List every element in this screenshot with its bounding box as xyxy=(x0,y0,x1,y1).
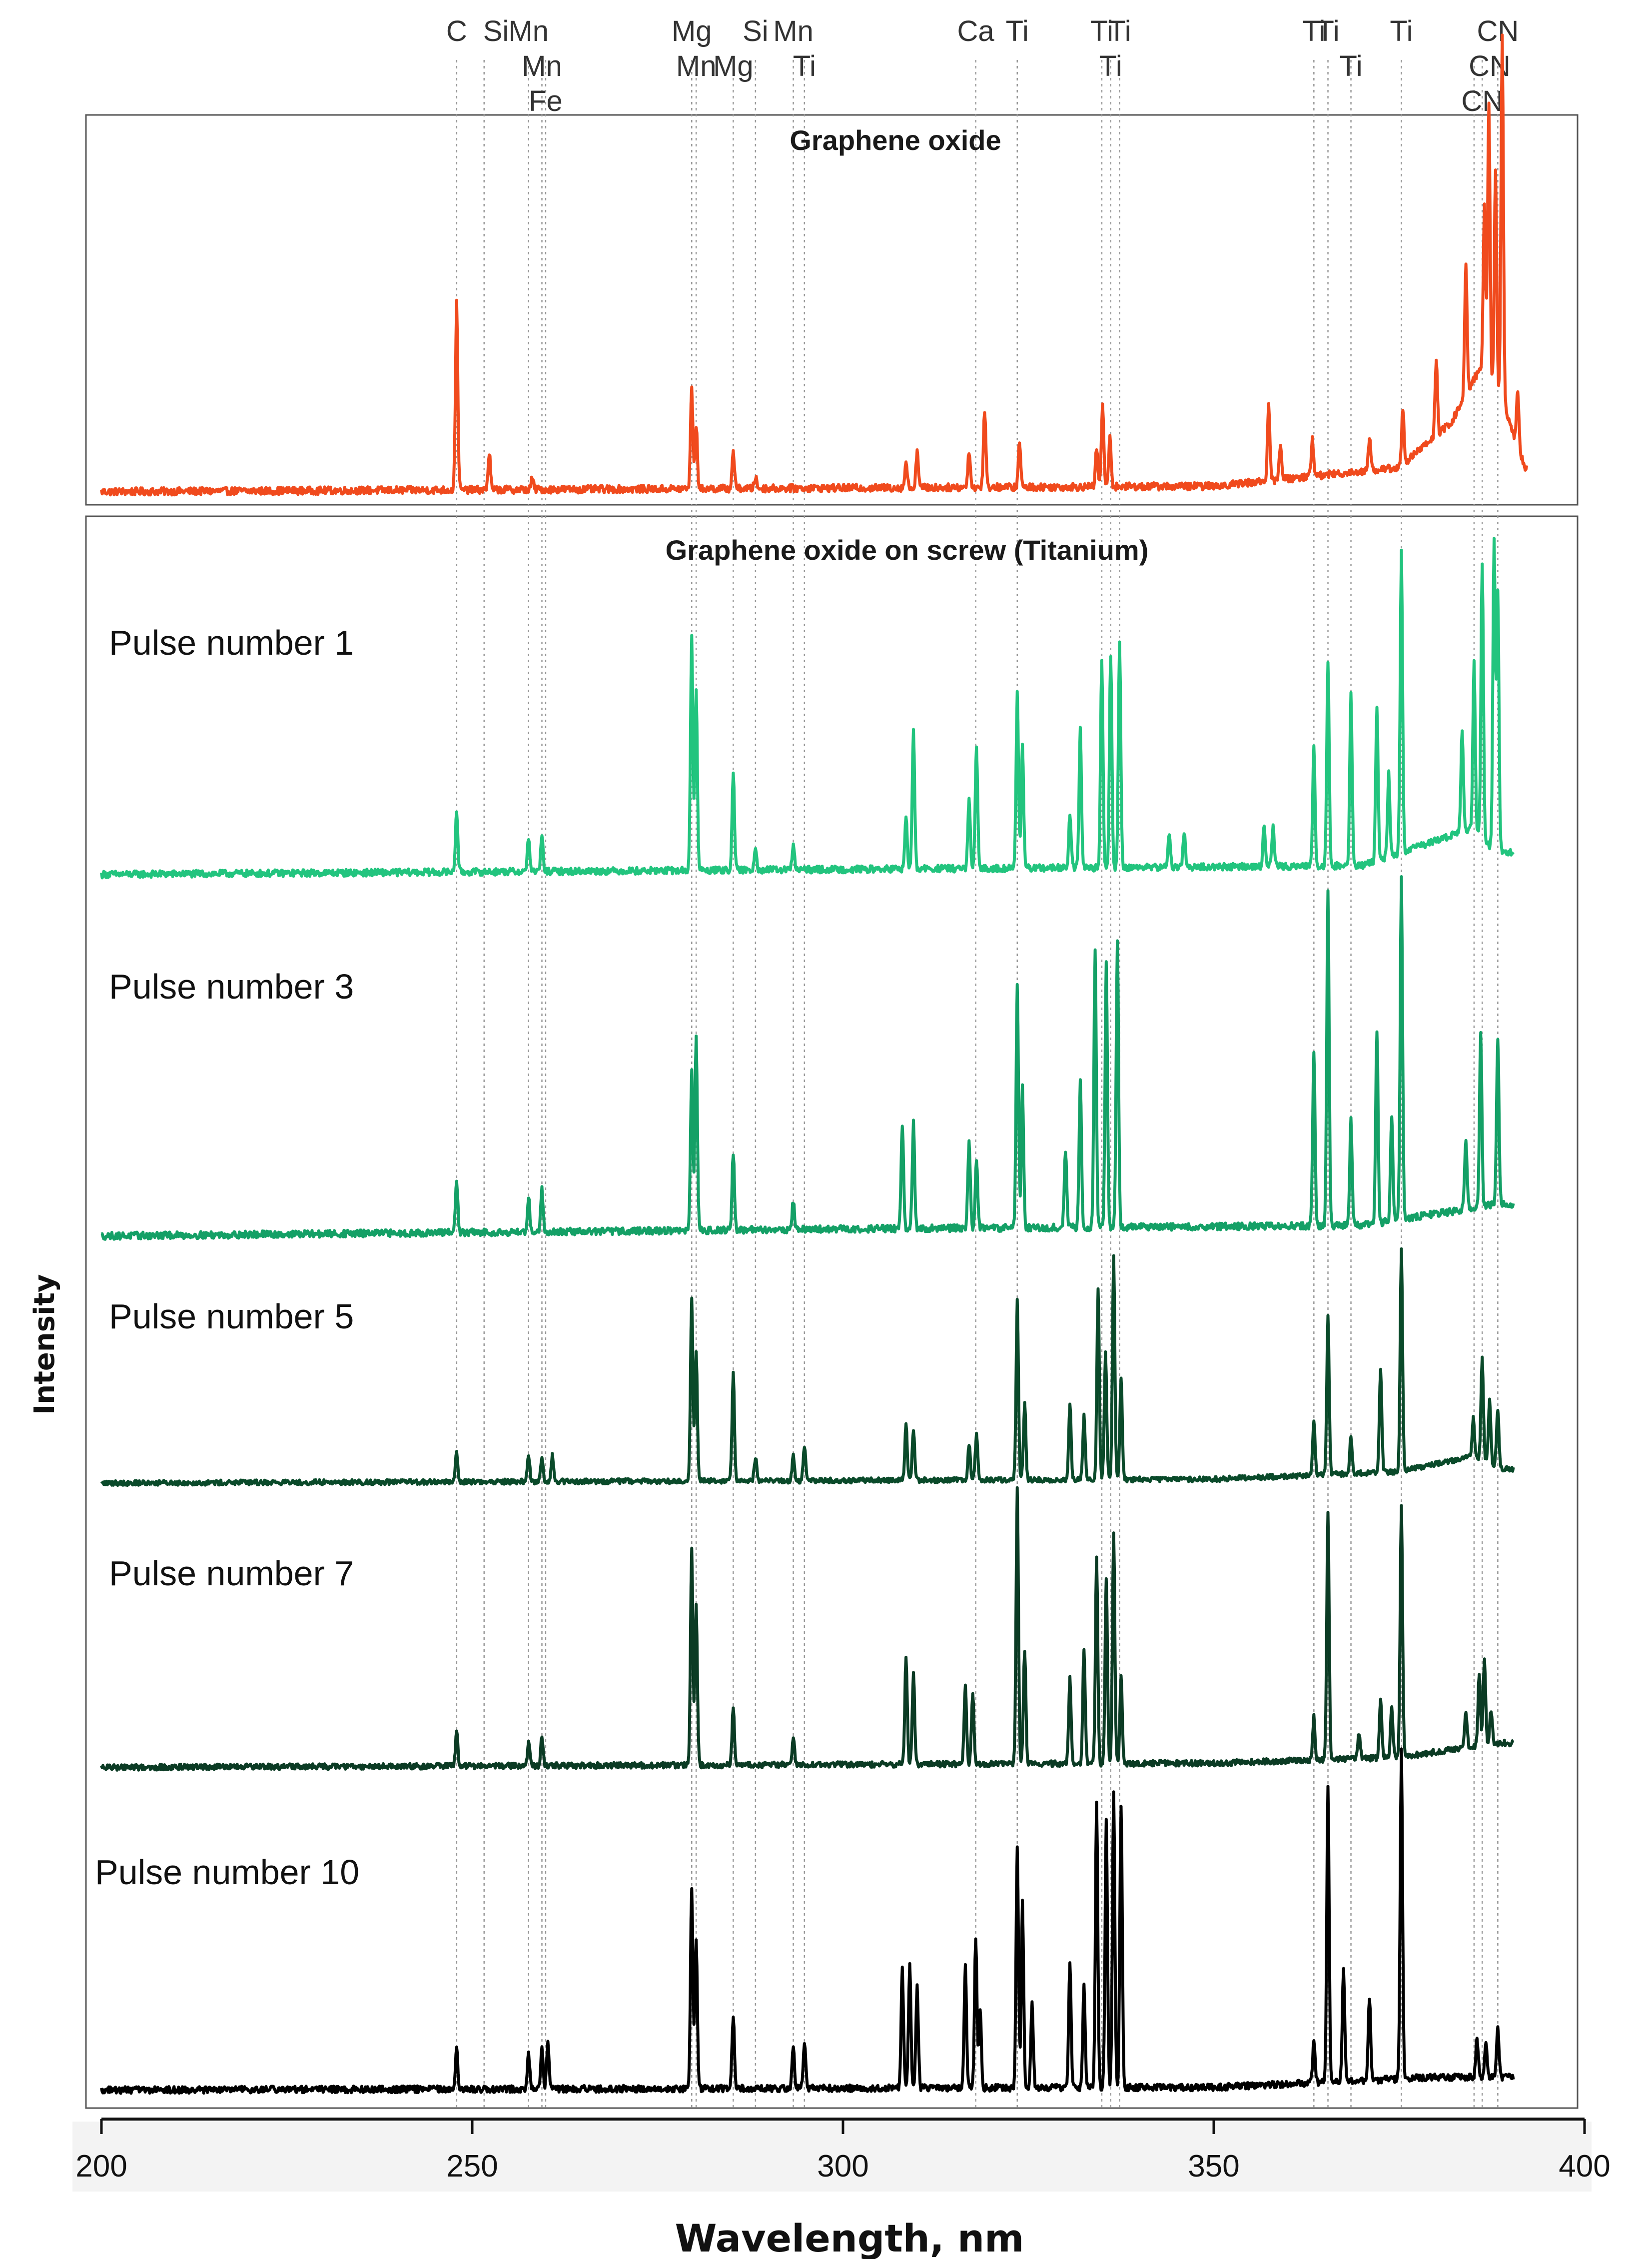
element-label: Ti xyxy=(1390,15,1413,47)
top-panel-title: Graphene oxide xyxy=(790,124,1001,156)
spectrum-line xyxy=(100,537,1515,880)
element-label: Ca xyxy=(957,15,995,47)
element-label: Mg xyxy=(672,15,712,47)
top-panel-frame xyxy=(85,114,1579,506)
element-label: Mg xyxy=(713,50,754,82)
element-label: Ti xyxy=(793,50,816,82)
y-axis-title: Intensity xyxy=(28,1274,61,1414)
x-axis-strip xyxy=(72,2122,1592,2192)
element-label: Fe xyxy=(529,85,563,117)
spectrum-line xyxy=(100,875,1515,1241)
element-label: Ti xyxy=(1316,15,1339,47)
element-label: CN xyxy=(1461,85,1503,117)
element-label: Mn xyxy=(522,50,562,82)
x-tick-label: 250 xyxy=(446,2149,498,2184)
element-label: CN xyxy=(1469,50,1511,82)
series-label-pulse-7: Pulse number 7 xyxy=(109,1554,354,1593)
x-axis-ticks: 200 250 300 350 400 xyxy=(75,2119,1611,2184)
element-label: Ti xyxy=(1339,50,1362,82)
x-tick-label: 300 xyxy=(817,2149,868,2184)
spectrum-line xyxy=(100,1747,1515,2095)
x-tick-label: 200 xyxy=(75,2149,127,2184)
series-label-pulse-3: Pulse number 3 xyxy=(109,967,354,1006)
element-label: Ti xyxy=(1302,15,1325,47)
element-label: Si xyxy=(743,15,769,47)
element-label: Ti xyxy=(1006,15,1029,47)
x-tick-label: 400 xyxy=(1559,2149,1610,2184)
spectra-series xyxy=(100,33,1529,2095)
spectrum-line xyxy=(100,1486,1515,1772)
series-label-pulse-5: Pulse number 5 xyxy=(109,1297,354,1336)
spectrum-line xyxy=(100,1247,1515,1487)
x-axis-title: Wavelength, nm xyxy=(675,2216,1024,2259)
x-tick-label: 350 xyxy=(1188,2149,1239,2184)
element-label: Mn xyxy=(773,15,814,47)
bottom-panel-title: Graphene oxide on screw (Titanium) xyxy=(666,534,1149,566)
element-label: Mn xyxy=(508,15,549,47)
element-label: CN xyxy=(1477,15,1519,47)
element-label: Ti xyxy=(1099,50,1122,82)
element-label: C xyxy=(446,15,467,47)
series-label-pulse-10: Pulse number 10 xyxy=(95,1853,359,1892)
series-label-pulse-1: Pulse number 1 xyxy=(109,623,354,662)
element-label: Ti xyxy=(1108,15,1131,47)
element-label: Ti xyxy=(1090,15,1113,47)
element-label: Mn xyxy=(676,50,717,82)
element-label: Si xyxy=(483,15,509,47)
spectrum-line xyxy=(100,33,1529,497)
